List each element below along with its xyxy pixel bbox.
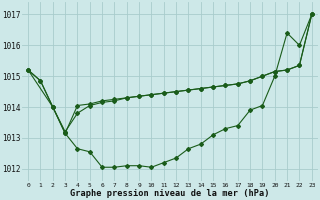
X-axis label: Graphe pression niveau de la mer (hPa): Graphe pression niveau de la mer (hPa)	[70, 189, 270, 198]
